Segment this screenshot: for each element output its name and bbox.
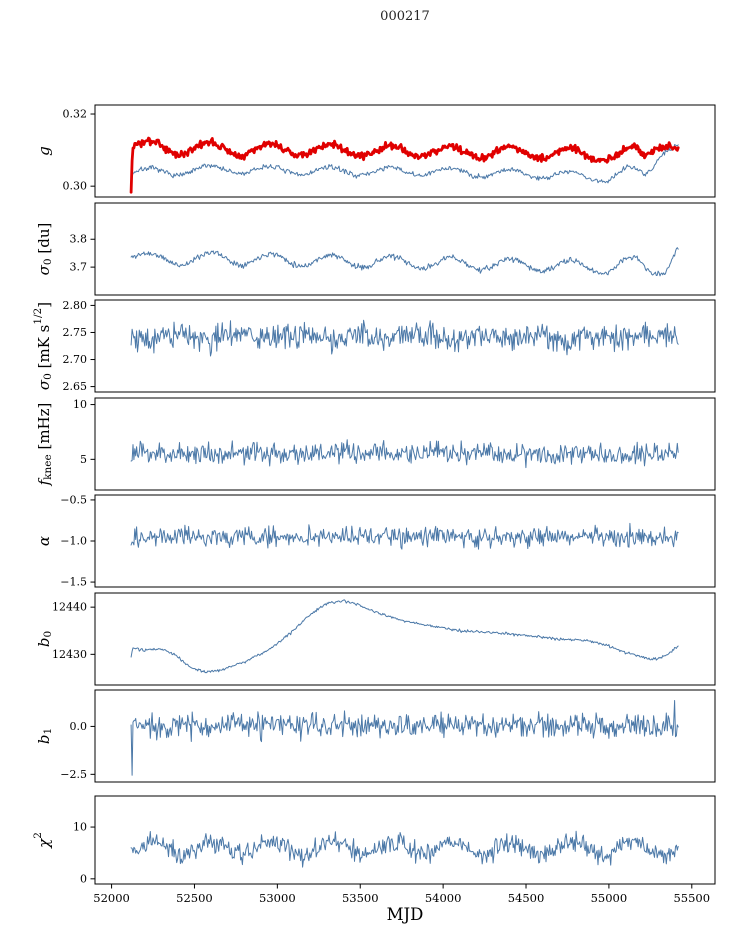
sigma0-mks-series (130, 319, 679, 357)
y-tick-label: 2.80 (63, 299, 88, 312)
panel-alpha: −1.5 −1.0 −0.5 α (35, 493, 716, 589)
y-label-segment: b (35, 638, 53, 648)
x-tick-label: 55000 (591, 891, 628, 905)
y-tick-label: −2.5 (60, 768, 87, 781)
y-label-segment: 0 (42, 631, 54, 638)
alpha-series (130, 522, 679, 550)
chart-title: 000217 (380, 9, 430, 24)
panel-frame (94, 592, 716, 686)
y-tick-label: 2.75 (63, 326, 88, 339)
panel-sigma0-mks: 2.65 2.70 2.75 2.80 σ0 [mK s1/2] (32, 299, 716, 393)
y-label-segment: b (35, 735, 53, 745)
panel-b1: −2.5 0.0 b1 (35, 689, 716, 783)
x-tick-label: 53500 (342, 891, 379, 905)
y-tick-label: 0.32 (63, 108, 88, 121)
panel-chi2: 0 10 χ2 (32, 795, 716, 885)
y-label-segment: 2 (32, 832, 44, 839)
y-tick-label: 3.7 (70, 261, 88, 274)
g-thin-series (130, 144, 679, 191)
panel-b0: 12430 12440 b0 (35, 592, 716, 686)
y-tick-label: 12430 (52, 648, 87, 661)
x-tick-label: 52000 (93, 891, 130, 905)
x-tick-label: 54500 (508, 891, 545, 905)
panel-sigma0-du: 3.7 3.8 σ0 [du] (35, 202, 716, 296)
y-label-segment: [mHz] (35, 403, 53, 455)
y-tick-label: 10 (73, 821, 87, 834)
panel-frame (94, 689, 716, 783)
y-label-segment: g (35, 146, 53, 156)
panel-fknee: 5 10 fknee [mHz] (35, 397, 716, 491)
y-axis-label-b0: b0 (35, 631, 54, 647)
y-label-segment: σ (35, 379, 53, 390)
y-label-segment: 1 (42, 728, 54, 735)
y-tick-label: −0.5 (60, 493, 87, 506)
y-axis-label-sigma0-mks: σ0 [mK s1/2] (32, 302, 54, 390)
y-tick-label: 0 (80, 872, 87, 885)
y-axis-label-sigma0-du: σ0 [du] (35, 223, 54, 276)
y-tick-label: 5 (80, 453, 87, 466)
y-label-segment: α (35, 536, 53, 546)
y-tick-label: 3.8 (70, 233, 88, 246)
y-label-segment: [du] (35, 223, 53, 259)
chi2-series (130, 830, 679, 868)
y-axis-label-chi2: χ2 (32, 832, 53, 849)
b0-series (130, 599, 679, 674)
y-tick-label: 12440 (52, 601, 87, 614)
y-tick-label: 2.65 (63, 380, 88, 393)
y-tick-label: −1.5 (60, 576, 87, 589)
g-highlight-series (129, 136, 680, 194)
panel-g: 0.30 0.32 g (35, 104, 716, 198)
panel-frame (94, 299, 716, 393)
y-label-segment: 0 (42, 258, 54, 265)
y-label-segment: ] (35, 302, 53, 308)
b1-series (130, 700, 679, 776)
y-label-segment: [mK s (35, 325, 53, 374)
sigma0-du-series (130, 247, 679, 277)
panel-frame (94, 795, 716, 885)
y-label-segment: 1/2 (32, 308, 44, 325)
panel-frame (94, 397, 716, 491)
panel-frame (94, 202, 716, 296)
x-tick-label: 54000 (425, 891, 462, 905)
x-tick-label: 53000 (259, 891, 296, 905)
y-label-segment: 0 (42, 373, 54, 380)
fknee-series (130, 439, 679, 469)
y-tick-label: 2.70 (63, 353, 88, 366)
y-tick-label: 0.0 (70, 720, 88, 733)
y-axis-label-alpha: α (35, 536, 53, 546)
y-label-segment: f (35, 477, 53, 486)
panel-frame (94, 494, 716, 588)
x-tick-label: 52500 (176, 891, 213, 905)
y-tick-label: 10 (73, 398, 87, 411)
y-label-segment: knee (42, 454, 54, 480)
y-label-segment: χ (35, 838, 53, 849)
y-label-segment: σ (35, 264, 53, 275)
x-axis-label: MJD (386, 905, 424, 924)
x-axis: 52000 52500 53000 53500 54000 54500 55000 55500 (93, 884, 710, 905)
y-axis-label-g: g (35, 146, 53, 156)
panel-frame (94, 104, 716, 198)
y-axis-label-b1: b1 (35, 728, 54, 744)
y-tick-label: −1.0 (60, 535, 87, 548)
y-tick-label: 0.30 (63, 180, 88, 193)
y-axis-label-fknee: fknee [mHz] (35, 403, 54, 487)
x-tick-label: 55500 (673, 891, 710, 905)
